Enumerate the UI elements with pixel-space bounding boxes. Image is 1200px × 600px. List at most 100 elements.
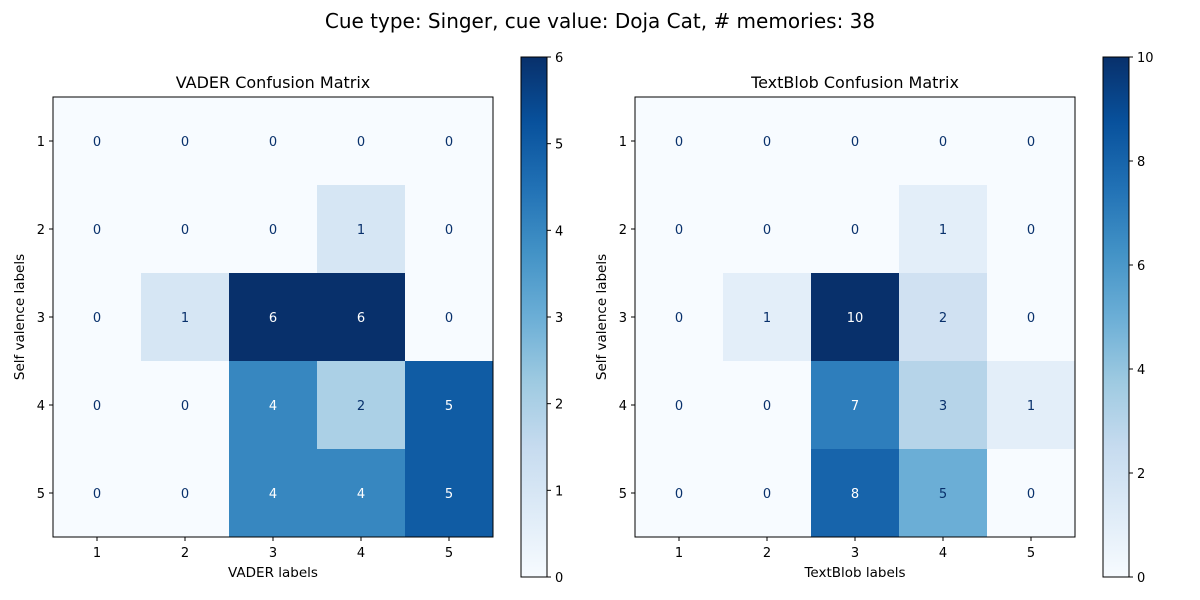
cell-value-label: 0	[1027, 487, 1035, 502]
colorbar-tick-label: 2	[555, 398, 563, 413]
y-tick-label: 5	[619, 487, 627, 502]
heatmap-cell	[723, 185, 811, 273]
heatmap-cell	[141, 361, 229, 449]
heatmap-cell	[811, 97, 899, 185]
cell-value-label: 0	[763, 487, 771, 502]
y-tick-label: 1	[619, 135, 627, 150]
colorbar-tick-label: 10	[1137, 51, 1154, 66]
cell-value-label: 0	[93, 135, 101, 150]
cell-value-label: 0	[763, 135, 771, 150]
heatmap-cell	[229, 185, 317, 273]
colorbar-tick-label: 2	[1137, 467, 1145, 482]
x-tick-label: 5	[1027, 546, 1035, 561]
cell-value-label: 5	[939, 487, 947, 502]
heatmap-cell	[811, 449, 899, 537]
y-tick-label: 2	[37, 223, 45, 238]
colorbar-ticks: 0 2 4 6 8 10	[1129, 51, 1154, 586]
y-axis-label: Self valence labels	[12, 254, 28, 380]
colorbar-tick-label: 6	[1137, 259, 1145, 274]
heatmap-cell	[899, 97, 987, 185]
heatmap-cell	[987, 449, 1075, 537]
x-axis-label: TextBlob labels	[803, 565, 905, 581]
cell-value-label: 1	[939, 223, 947, 238]
y-tick-label: 1	[37, 135, 45, 150]
cell-value-label: 8	[851, 487, 859, 502]
figure-suptitle: Cue type: Singer, cue value: Doja Cat, #…	[325, 9, 875, 33]
cell-value-label: 0	[93, 223, 101, 238]
cell-value-label: 4	[269, 487, 277, 502]
heatmap-cell	[899, 273, 987, 361]
heatmap-cell	[405, 185, 493, 273]
heatmap-cell	[317, 97, 405, 185]
heatmap-cell	[317, 361, 405, 449]
y-tick-label: 4	[619, 399, 627, 414]
cell-value-label: 0	[93, 487, 101, 502]
x-tick-label: 5	[445, 546, 453, 561]
cell-value-label: 0	[675, 223, 683, 238]
cell-value-label: 2	[939, 311, 947, 326]
cell-value-label: 0	[1027, 311, 1035, 326]
heatmap-cell	[635, 273, 723, 361]
cell-value-label: 0	[181, 223, 189, 238]
cell-value-label: 0	[181, 487, 189, 502]
x-tick-label: 4	[357, 546, 365, 561]
cell-value-label: 0	[93, 399, 101, 414]
x-axis-label: VADER labels	[228, 565, 318, 581]
heatmap-cell	[635, 449, 723, 537]
x-tick-label: 2	[763, 546, 771, 561]
cell-value-label: 0	[763, 223, 771, 238]
heatmap-cell	[53, 273, 141, 361]
heatmap-cell	[723, 97, 811, 185]
y-tick-label: 5	[37, 487, 45, 502]
heatmap-cell	[635, 361, 723, 449]
heatmap-cell	[141, 449, 229, 537]
cell-value-label: 0	[445, 311, 453, 326]
cell-value-label: 1	[181, 311, 189, 326]
colorbar-gradient	[1102, 56, 1130, 578]
heatmap-cell	[723, 361, 811, 449]
cell-value-label: 5	[445, 487, 453, 502]
heatmap-cell	[723, 449, 811, 537]
heatmap-cell	[53, 361, 141, 449]
cell-value-label: 0	[939, 135, 947, 150]
heatmap-cell	[317, 449, 405, 537]
cell-value-label: 0	[269, 135, 277, 150]
x-tick-label: 3	[851, 546, 859, 561]
heatmap-cells: 0 0 0 0 00 0 0 1 00 1 10 2 00 0 7 3 10 0 8 5 0	[635, 97, 1075, 537]
heatmap-cell	[229, 449, 317, 537]
heatmap-cell	[141, 185, 229, 273]
cell-value-label: 6	[269, 311, 277, 326]
cell-value-label: 0	[1027, 135, 1035, 150]
x-ticks: 1 2 3 4 5	[675, 537, 1035, 561]
heatmap-cell	[723, 273, 811, 361]
heatmap-cell	[405, 273, 493, 361]
heatmap-cell	[635, 185, 723, 273]
heatmap-cell	[229, 97, 317, 185]
colorbar-gradient	[520, 56, 548, 578]
colorbar-ticks: 0 1 2 3 4 5 6	[547, 51, 563, 586]
heatmap-cell	[899, 361, 987, 449]
cell-value-label: 7	[851, 399, 859, 414]
heatmap-title: VADER Confusion Matrix	[176, 73, 371, 92]
cell-value-label: 0	[763, 399, 771, 414]
heatmap-cell	[811, 185, 899, 273]
x-tick-label: 1	[675, 546, 683, 561]
x-tick-label: 3	[269, 546, 277, 561]
heatmap-cell	[987, 185, 1075, 273]
cell-value-label: 10	[847, 311, 864, 326]
heatmap-cell	[899, 449, 987, 537]
cell-value-label: 0	[1027, 223, 1035, 238]
y-tick-label: 2	[619, 223, 627, 238]
cell-value-label: 1	[1027, 399, 1035, 414]
heatmap-cell	[141, 97, 229, 185]
cell-value-label: 1	[763, 311, 771, 326]
cell-value-label: 0	[445, 135, 453, 150]
cell-value-label: 0	[269, 223, 277, 238]
y-tick-label: 3	[37, 311, 45, 326]
cell-value-label: 0	[357, 135, 365, 150]
cell-value-label: 0	[181, 399, 189, 414]
heatmap-cell	[811, 361, 899, 449]
colorbar: 0 2 4 6 8 10	[1102, 51, 1154, 586]
heatmap-cell	[405, 97, 493, 185]
